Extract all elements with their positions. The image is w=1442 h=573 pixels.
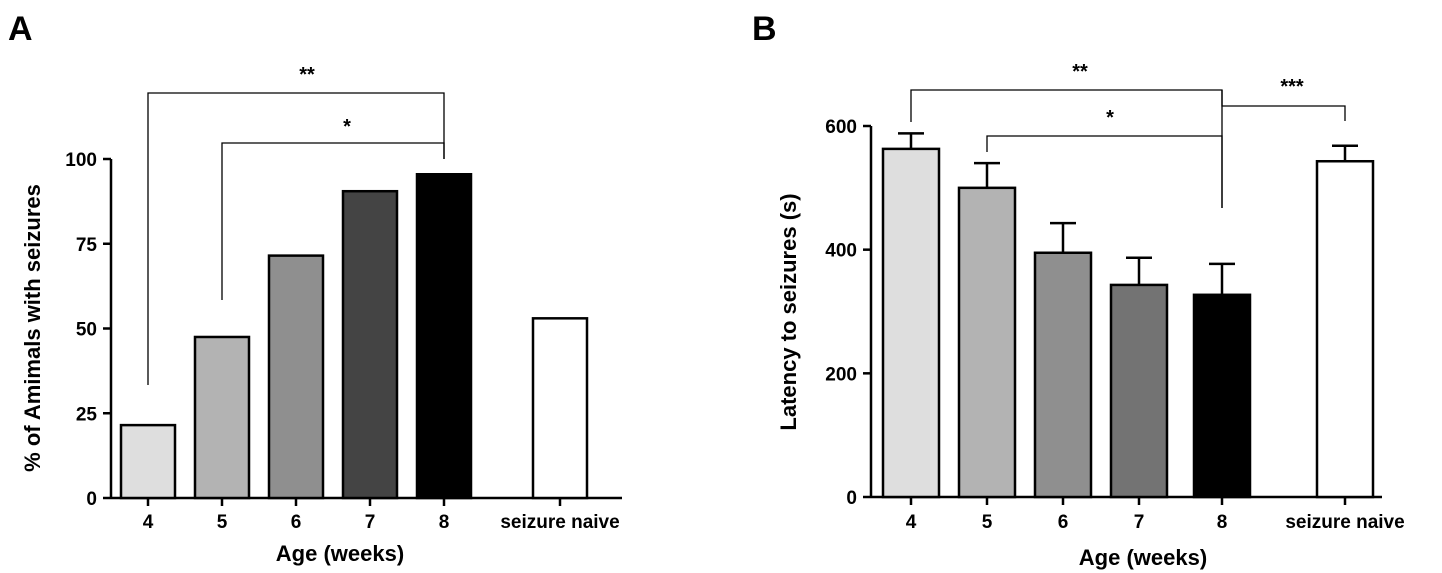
y-tick-label: 100 — [65, 150, 97, 171]
x-tick-label: 6 — [1058, 512, 1069, 533]
y-axis-title: % of Amimals with seizures — [20, 184, 45, 472]
x-tick-label: seizure naive — [500, 512, 619, 533]
x-axis-title: Age (weeks) — [1079, 545, 1207, 570]
significance-label: ** — [1072, 61, 1088, 83]
significance-label: * — [1106, 107, 1114, 129]
x-tick-label: 7 — [365, 512, 376, 533]
x-axis-title: Age (weeks) — [276, 541, 404, 566]
bar-8 — [1194, 295, 1250, 497]
y-tick-label: 400 — [825, 241, 857, 262]
y-tick-label: 600 — [825, 117, 857, 138]
y-tick-label: 25 — [76, 404, 98, 425]
y-tick-label: 75 — [76, 235, 98, 256]
panel-letter: A — [8, 10, 33, 48]
bar-5 — [195, 337, 249, 498]
bar-seizure-naive — [533, 318, 587, 498]
y-tick-label: 50 — [76, 320, 97, 341]
significance-label: *** — [1280, 76, 1304, 98]
bar-6 — [1035, 253, 1091, 497]
panel-a: A 0 25 50 75 100 4 5 6 7 8 seizure naive Age (weeks)… — [8, 10, 622, 566]
x-tick-label: 4 — [906, 512, 917, 533]
y-tick-label: 0 — [846, 488, 857, 509]
x-tick-label: 7 — [1134, 512, 1145, 533]
y-tick-label: 0 — [86, 489, 97, 510]
y-tick-label: 200 — [825, 364, 857, 385]
y-axis-title: Latency to seizures (s) — [776, 193, 801, 430]
x-tick-label: 5 — [982, 512, 993, 533]
panel-letter: B — [752, 10, 777, 48]
x-tick-label: 4 — [143, 512, 154, 533]
bar-5 — [959, 188, 1015, 497]
significance-bracket — [911, 90, 1222, 208]
bar-6 — [269, 256, 323, 498]
bar-7 — [343, 191, 397, 498]
significance-bracket — [987, 136, 1222, 208]
x-tick-label: seizure naive — [1285, 512, 1404, 533]
significance-label: ** — [299, 64, 315, 86]
bar-seizure-naive — [1317, 161, 1373, 497]
significance-label: * — [343, 116, 351, 138]
bar-7 — [1111, 285, 1167, 497]
bar-4 — [883, 149, 939, 497]
x-tick-label: 8 — [1217, 512, 1228, 533]
x-tick-label: 8 — [439, 512, 450, 533]
bar-8 — [417, 174, 471, 498]
panel-b: B 0 200 400 600 4 5 6 7 8 seizure naive Age (weeks)… — [752, 10, 1405, 570]
x-tick-label: 6 — [291, 512, 302, 533]
bar-4 — [121, 425, 175, 498]
x-tick-label: 5 — [217, 512, 228, 533]
significance-bracket — [222, 143, 444, 300]
